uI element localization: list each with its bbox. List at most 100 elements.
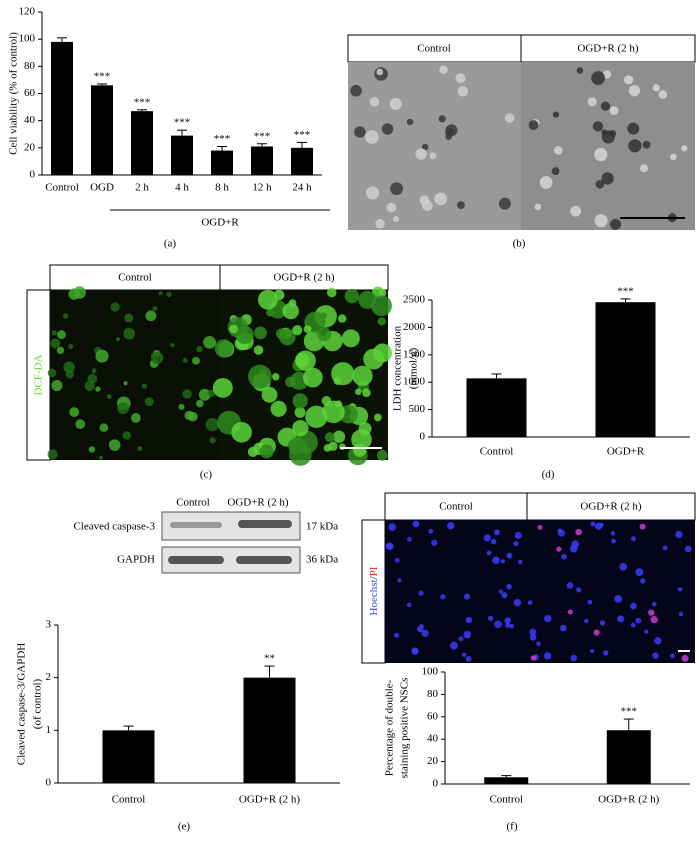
cell <box>600 101 611 111</box>
cell <box>106 394 112 400</box>
cell <box>50 338 61 349</box>
bar <box>102 730 155 783</box>
cell <box>570 654 577 662</box>
cell <box>529 628 537 636</box>
cell <box>95 386 101 392</box>
x-tick-label: 8 h <box>215 182 229 194</box>
cell <box>369 97 380 107</box>
cell <box>462 652 467 658</box>
cell <box>504 617 511 624</box>
bar <box>484 777 529 784</box>
cell <box>630 622 636 628</box>
cell <box>376 449 388 461</box>
cell <box>513 598 522 607</box>
cell <box>350 84 362 97</box>
cell <box>203 335 216 349</box>
cell <box>362 388 371 398</box>
cell <box>305 405 328 428</box>
cell <box>416 625 424 633</box>
cell <box>415 148 427 160</box>
cell <box>670 653 675 659</box>
cell <box>373 343 393 363</box>
cell <box>609 106 619 116</box>
y-tick-label: 100 <box>19 33 36 45</box>
band <box>238 520 292 528</box>
bar <box>606 730 651 784</box>
cell <box>253 345 264 355</box>
cell <box>209 437 216 444</box>
cell <box>261 386 278 403</box>
cell <box>332 430 346 443</box>
cell <box>98 455 103 460</box>
cell <box>561 553 567 560</box>
cell <box>483 534 491 542</box>
cell <box>294 352 310 368</box>
row-label: Cleaved caspase-3 <box>73 521 155 533</box>
cell <box>144 397 154 407</box>
cell <box>675 530 683 539</box>
bar <box>243 677 296 783</box>
cell <box>543 652 552 660</box>
caption: (b) <box>513 238 526 250</box>
y-axis-label: Cleaved caspase-3/GAPDH <box>16 643 28 766</box>
cell <box>292 419 309 437</box>
cell <box>650 615 658 624</box>
x-tick-label: Control <box>489 794 523 806</box>
cell <box>407 536 412 542</box>
y-axis-label: Cell viability (% of control) <box>8 32 20 155</box>
cell <box>51 380 63 392</box>
panel-header: OGD+R (2 h) <box>577 43 639 55</box>
cell <box>449 641 458 650</box>
cell <box>434 192 447 206</box>
cell <box>212 377 233 398</box>
cell <box>247 446 259 458</box>
cell <box>91 368 97 374</box>
cell <box>412 520 420 528</box>
caption: (e) <box>178 821 191 833</box>
cell <box>429 152 437 160</box>
row-label: GAPDH <box>117 554 155 566</box>
cell <box>56 330 66 340</box>
panel-header: Control <box>439 501 473 513</box>
cell <box>570 205 582 217</box>
cell <box>566 582 574 589</box>
cell <box>182 389 192 399</box>
cell <box>635 617 642 624</box>
cell <box>652 652 659 659</box>
x-tick-label: 2 h <box>135 182 149 194</box>
cell <box>587 97 597 107</box>
cell <box>254 326 267 340</box>
cell <box>375 218 385 229</box>
cell <box>602 70 612 79</box>
cell <box>294 406 306 418</box>
bar <box>91 85 113 175</box>
caption: (f) <box>507 821 518 833</box>
cell <box>84 380 95 391</box>
cell <box>486 550 492 556</box>
cell <box>627 122 640 135</box>
cell <box>648 609 655 616</box>
cell <box>670 153 677 161</box>
cell <box>231 422 252 443</box>
cell <box>108 439 121 451</box>
cell <box>344 288 360 304</box>
cell <box>684 545 692 553</box>
stain-label: DCF-DA <box>33 354 45 395</box>
cell <box>628 139 642 153</box>
x-tick-label: OGD+R <box>607 446 645 458</box>
size-label: 36 kDa <box>306 554 338 566</box>
cell <box>158 291 163 296</box>
cell <box>553 146 563 155</box>
cell <box>506 552 513 559</box>
bar <box>131 111 153 175</box>
y-tick-label: 2500 <box>403 294 426 306</box>
y-tick-label: 20 <box>24 141 36 153</box>
cell <box>51 330 57 336</box>
cell <box>438 115 446 123</box>
cell <box>463 630 472 639</box>
cell <box>341 329 360 348</box>
y-axis-label: (mmol/g) <box>408 347 420 389</box>
cell <box>601 130 615 144</box>
cell <box>282 302 299 320</box>
